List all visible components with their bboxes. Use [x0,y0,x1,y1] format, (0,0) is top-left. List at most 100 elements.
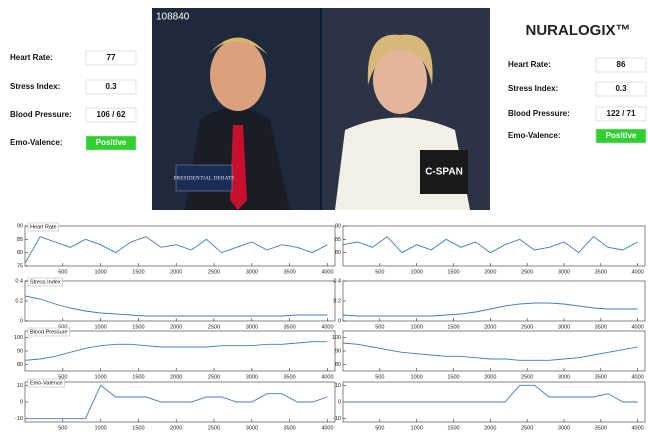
y-tick-label: 100 [332,335,341,341]
x-tick-label: 4000 [632,374,644,380]
chart-title: Emo-Valence [30,380,63,386]
x-tick-label: 1000 [94,374,106,380]
x-tick-label: 500 [375,269,384,275]
x-tick-label: 1500 [447,425,459,431]
metric-value: 77 [107,53,116,62]
x-tick-label: 2000 [484,269,496,275]
x-tick-label: 2500 [208,269,220,275]
x-tick-label: 2000 [170,374,182,380]
y-tick-label: 10 [17,383,23,389]
x-tick-label: 3000 [558,269,570,275]
metric-value: 0.3 [615,84,627,93]
y-tick-label: 0.4 [15,278,23,284]
x-tick-label: 1000 [411,374,423,380]
x-tick-label: 2500 [521,324,533,330]
x-tick-label: 500 [375,324,384,330]
x-tick-label: 2500 [208,324,220,330]
y-tick-label: 0.4 [333,278,341,284]
metric-value: 106 / 62 [97,110,126,119]
x-tick-label: 3000 [558,374,570,380]
x-tick-label: 4000 [321,269,333,275]
frame-counter: 108840 [156,12,190,23]
y-tick-label: 0 [338,318,341,324]
plot-frame [25,331,335,371]
x-tick-label: 500 [375,374,384,380]
metric-value: 122 / 71 [607,109,636,118]
x-tick-label: 4000 [321,425,333,431]
debate-logo-text: PRESIDENTIAL DEBATE [173,175,235,181]
chart-title: Heart Rate [30,224,57,230]
y-tick-label: 85 [335,237,341,243]
x-tick-label: 3500 [284,324,296,330]
x-tick-label: 2000 [170,324,182,330]
x-tick-label: 1500 [447,269,459,275]
x-tick-label: 1500 [447,324,459,330]
x-tick-label: 3500 [284,425,296,431]
y-tick-label: 75 [17,263,23,269]
x-tick-label: 1000 [94,425,106,431]
x-tick-label: 2500 [521,374,533,380]
y-tick-label: 90 [17,348,23,354]
x-tick-label: 1000 [94,269,106,275]
x-tick-label: 4000 [632,269,644,275]
x-tick-label: 1000 [411,425,423,431]
chart-title: Stress Index [30,279,61,285]
x-tick-label: 4000 [632,425,644,431]
x-tick-label: 3000 [558,425,570,431]
x-tick-label: 3500 [595,374,607,380]
plot-frame [343,281,645,321]
y-tick-label: -10 [333,416,341,422]
y-tick-label: 10 [335,383,341,389]
y-tick-label: 90 [335,348,341,354]
y-tick-label: 0 [20,318,23,324]
x-tick-label: 2000 [170,425,182,431]
metric-label: Heart Rate: [508,60,551,69]
cspan-logo-text: C-SPAN [425,167,463,178]
x-tick-label: 3000 [246,324,258,330]
metric-label: Emo-Valence: [508,131,560,140]
chart-title: Blood Pressure [30,329,68,335]
x-tick-label: 1500 [132,269,144,275]
y-tick-label: 80 [335,250,341,256]
x-tick-label: 500 [375,425,384,431]
metric-label: Blood Pressure: [10,110,72,119]
x-tick-label: 3000 [558,324,570,330]
x-tick-label: 3000 [246,425,258,431]
x-tick-label: 1500 [132,324,144,330]
y-tick-label: 0.2 [333,298,341,304]
y-tick-label: 80 [17,250,23,256]
x-tick-label: 2500 [521,425,533,431]
metric-value: 86 [617,60,626,69]
metric-label: Heart Rate: [10,53,53,62]
metric-value: Positive [606,131,637,140]
x-tick-label: 500 [58,425,67,431]
y-tick-label: 100 [14,335,23,341]
x-tick-label: 4000 [321,374,333,380]
x-tick-label: 2000 [484,324,496,330]
x-tick-label: 3500 [595,324,607,330]
x-tick-label: 4000 [321,324,333,330]
y-tick-label: 90 [335,223,341,229]
x-tick-label: 3500 [284,269,296,275]
x-tick-label: 1000 [411,269,423,275]
x-tick-label: 1500 [132,425,144,431]
screenshot: 108840PRESIDENTIAL DEBATEC-SPANNURALOGIX… [0,0,648,437]
x-tick-label: 3500 [595,425,607,431]
x-tick-label: 1500 [132,374,144,380]
x-tick-label: 2000 [170,269,182,275]
x-tick-label: 1000 [94,324,106,330]
metric-label: Stress Index: [508,84,558,93]
metric-value: Positive [96,138,127,147]
y-tick-label: -10 [15,416,23,422]
plot-frame [343,331,645,371]
y-tick-label: 0.2 [15,298,23,304]
page: 108840PRESIDENTIAL DEBATEC-SPANNURALOGIX… [0,0,648,437]
x-tick-label: 4000 [632,324,644,330]
y-tick-label: 80 [335,362,341,368]
plot-frame [343,226,645,266]
face [210,39,266,111]
x-tick-label: 2000 [484,425,496,431]
x-tick-label: 3000 [246,374,258,380]
x-tick-label: 1500 [447,374,459,380]
y-tick-label: 0 [338,399,341,405]
